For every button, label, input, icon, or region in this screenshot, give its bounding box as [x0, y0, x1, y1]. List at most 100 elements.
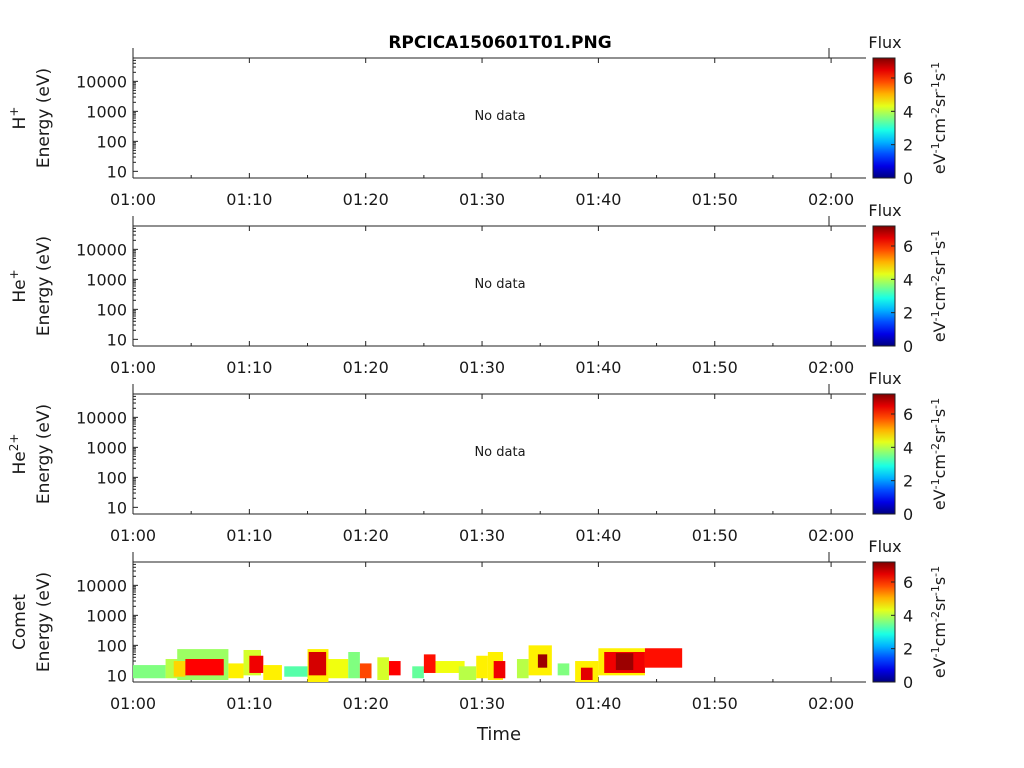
- y-tick-label: 10000: [76, 408, 127, 427]
- unit-exponent: -1: [929, 398, 942, 409]
- unit-exponent: -2: [929, 107, 942, 118]
- y-axis-label: Energy (eV): [34, 68, 54, 168]
- unit-base: cm: [930, 286, 949, 310]
- x-tick-label: 02:00: [808, 190, 854, 209]
- heatmap-cell: [557, 663, 570, 676]
- heatmap-cell: [644, 648, 683, 668]
- colorbar-tick-label: 6: [903, 237, 913, 256]
- y-tick-label: 1000: [86, 270, 127, 289]
- x-tick-label: 01:30: [459, 358, 505, 377]
- x-tick-label: 01:40: [575, 358, 621, 377]
- panel-4: 01:00 01:10 01:20 01:30 01:40 01:50 02:00 10 100…: [10, 537, 949, 713]
- heatmap-cell: [412, 666, 424, 679]
- x-tick-label: 01:20: [343, 190, 389, 209]
- panels: 01:00 01:10 01:20 01:30 01:40 01:50 02:0010100…: [7, 33, 949, 713]
- x-tick-label: 02:00: [808, 694, 854, 713]
- x-axis-label: Time: [476, 724, 521, 745]
- x-tick-label: 01:30: [459, 526, 505, 545]
- x-tick-label: 01:40: [575, 694, 621, 713]
- y-tick-label: 100: [96, 468, 127, 487]
- x-tick-label: 01:00: [110, 694, 156, 713]
- colorbar-tick-label: 0: [903, 673, 913, 692]
- x-tick-label: 01:50: [692, 190, 738, 209]
- heatmap-cell: [308, 652, 327, 676]
- panel-1: 01:00 01:10 01:20 01:30 01:40 01:50 02:00 10 100…: [7, 33, 949, 209]
- unit-base: eV: [930, 321, 949, 342]
- y-tick-label: 10: [107, 498, 127, 517]
- colorbar-tick-label: 0: [903, 169, 913, 188]
- heatmap-cell: [435, 661, 465, 673]
- colorbar-tick-label: 4: [903, 270, 913, 289]
- unit-base: s: [930, 577, 949, 585]
- x-tick-label: 01:50: [692, 694, 738, 713]
- unit-exponent: -1: [929, 310, 942, 321]
- colorbar-tick-label: 2: [903, 640, 913, 659]
- unit-base: s: [930, 73, 949, 81]
- unit-exponent: -1: [929, 417, 942, 428]
- heatmap-cells: [133, 645, 683, 682]
- x-tick-label: 01:20: [343, 526, 389, 545]
- unit-base: eV: [930, 657, 949, 678]
- heatmap-cell: [476, 655, 488, 679]
- unit-base: cm: [930, 622, 949, 646]
- colorbar: [872, 393, 896, 515]
- colorbar-tick-label: 2: [903, 304, 913, 323]
- colorbar-tick-label: 2: [903, 136, 913, 155]
- heatmap-cell: [249, 655, 264, 673]
- colorbar-unit-label: eV-1cm-2sr-1s-1: [929, 398, 950, 510]
- heatmap-cell: [328, 659, 349, 679]
- x-tick-label: 01:40: [575, 526, 621, 545]
- colorbar-title: Flux: [868, 201, 901, 220]
- species-label: He+: [7, 269, 30, 302]
- unit-base: cm: [930, 454, 949, 478]
- unit-base: s: [930, 409, 949, 417]
- colorbar-tick-label: 0: [903, 337, 913, 356]
- unit-exponent: -2: [929, 443, 942, 454]
- charge-superscript: 2+: [7, 434, 21, 452]
- unit-base: sr: [930, 92, 949, 107]
- x-tick-label: 01:40: [575, 190, 621, 209]
- heatmap-cell: [348, 652, 360, 679]
- heatmap-cell: [516, 659, 529, 679]
- heatmap-cell: [228, 663, 244, 679]
- unit-exponent: -1: [929, 585, 942, 596]
- x-tick-label: 01:10: [226, 190, 272, 209]
- heatmap-cell: [263, 665, 282, 680]
- no-data-label: No data: [474, 109, 525, 124]
- x-tick-label: 01:10: [226, 358, 272, 377]
- colorbar: [872, 225, 896, 347]
- y-tick-label: 10: [107, 666, 127, 685]
- colorbar: [872, 57, 896, 179]
- x-tick-label: 01:00: [110, 358, 156, 377]
- heatmap-cell: [493, 661, 506, 679]
- unit-base: sr: [930, 428, 949, 443]
- heatmap-cell: [388, 661, 401, 676]
- species-label: H+: [7, 107, 30, 130]
- colorbar-tick-label: 0: [903, 505, 913, 524]
- heatmap-cell: [133, 665, 166, 679]
- colorbar-unit-label: eV-1cm-2sr-1s-1: [929, 566, 950, 678]
- y-axis-label: Energy (eV): [34, 236, 54, 336]
- colorbar-title: Flux: [868, 369, 901, 388]
- x-tick-label: 01:50: [692, 526, 738, 545]
- y-tick-label: 1000: [86, 438, 127, 457]
- heatmap-cell: [377, 657, 389, 680]
- colorbar: [872, 561, 896, 683]
- x-tick-label: 01:20: [343, 694, 389, 713]
- colorbar-tick-label: 2: [903, 472, 913, 491]
- heatmap-cell: [173, 661, 186, 677]
- species-label: He2+: [7, 434, 30, 475]
- unit-base: sr: [930, 260, 949, 275]
- y-tick-label: 10: [107, 162, 127, 181]
- heatmap-cell: [537, 654, 548, 668]
- colorbar-unit-label: eV-1cm-2sr-1s-1: [929, 62, 950, 174]
- y-axis-label: Energy (eV): [34, 404, 54, 504]
- x-tick-label: 01:50: [692, 358, 738, 377]
- figure-title: RPCICA150601T01.PNG: [388, 33, 611, 53]
- unit-exponent: -1: [929, 230, 942, 241]
- colorbar-tick-label: 6: [903, 405, 913, 424]
- charge-superscript: +: [7, 269, 21, 279]
- x-tick-label: 01:20: [343, 358, 389, 377]
- y-tick-label: 100: [96, 132, 127, 151]
